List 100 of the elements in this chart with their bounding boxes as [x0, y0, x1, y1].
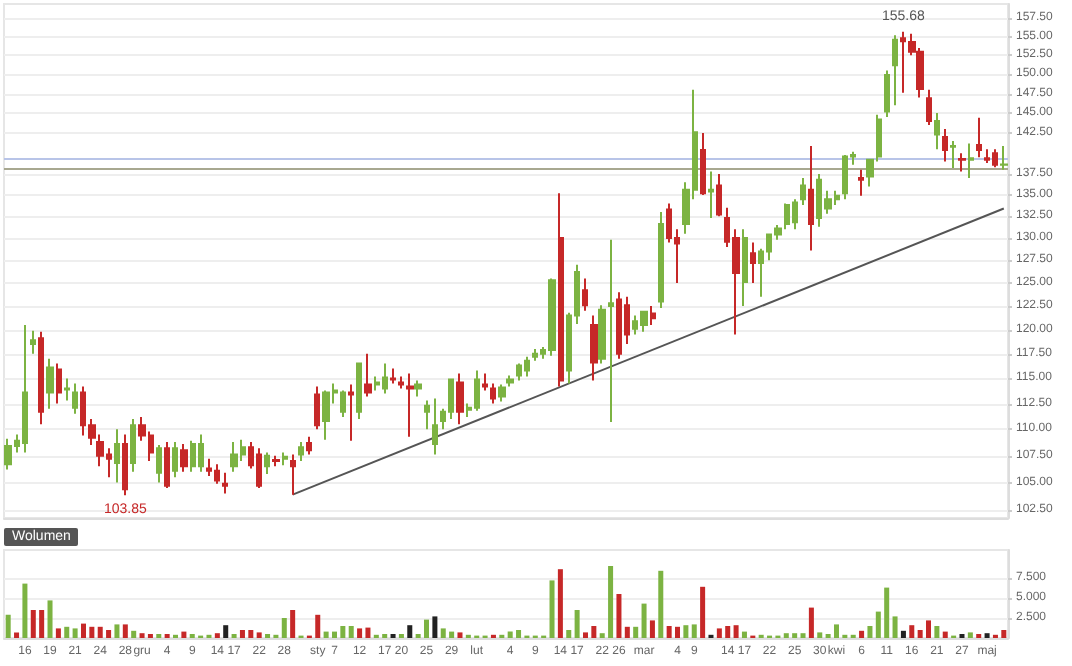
candlestick: [206, 457, 212, 478]
candlestick: [456, 372, 464, 426]
candlestick: [582, 277, 588, 312]
candlestick: [640, 309, 648, 333]
candlestick: [716, 172, 722, 218]
candlestick: [298, 440, 304, 462]
bar: [900, 630, 906, 638]
bar: [909, 625, 915, 638]
candlestick: [72, 382, 78, 415]
bar: [683, 625, 689, 638]
candlestick: [306, 435, 312, 456]
candlestick: [976, 116, 982, 159]
candlestick: [282, 451, 288, 467]
candlestick: [130, 417, 136, 473]
candlestick: [490, 382, 496, 405]
bar: [106, 630, 112, 638]
candlestick: [590, 314, 598, 382]
bar: [131, 630, 137, 638]
bar: [1001, 630, 1007, 638]
candlestick: [314, 385, 320, 431]
candlestick: [992, 148, 998, 169]
candlestick: [256, 447, 262, 490]
candlestick: [650, 305, 656, 326]
bar: [641, 603, 647, 638]
bar: [633, 626, 639, 638]
candlestick: [926, 88, 932, 126]
bar: [859, 630, 865, 638]
bar: [691, 624, 697, 638]
bar: [89, 626, 95, 638]
candlestick: [38, 330, 44, 426]
bar: [616, 594, 622, 638]
candlestick: [892, 34, 898, 107]
bar: [22, 583, 28, 638]
bar: [582, 632, 588, 638]
candlestick: [958, 152, 966, 173]
bar: [97, 626, 103, 638]
candlestick: [414, 379, 422, 398]
bar: [72, 628, 78, 638]
bar: [574, 610, 580, 638]
candlestick: [382, 362, 388, 395]
bar: [365, 627, 371, 638]
candlestick: [272, 454, 280, 468]
bar: [331, 631, 337, 638]
bar: [256, 632, 262, 638]
candlestick: [1000, 144, 1008, 171]
bar: [608, 566, 614, 638]
candlestick: [658, 210, 664, 309]
bar: [114, 624, 120, 638]
bar: [557, 569, 563, 638]
bar: [348, 626, 354, 638]
candlestick: [750, 241, 756, 284]
bar: [457, 632, 463, 638]
candlestick: [808, 144, 814, 252]
candlestick: [482, 372, 488, 392]
bar: [424, 619, 430, 638]
candlestick: [942, 128, 948, 163]
bar: [122, 624, 128, 638]
bar: [449, 631, 455, 638]
candlestick: [984, 148, 990, 165]
candlestick: [424, 399, 430, 431]
candlestick: [4, 437, 12, 471]
candlestick: [22, 323, 28, 454]
bar: [666, 626, 672, 638]
candlestick: [532, 347, 538, 362]
bar: [239, 630, 245, 638]
candlestick: [348, 383, 354, 442]
bar: [432, 616, 438, 638]
bar: [80, 623, 86, 638]
bar: [357, 628, 363, 638]
candlestick: [498, 383, 506, 403]
bar: [892, 616, 898, 638]
bar: [942, 631, 948, 638]
candlestick: [122, 433, 128, 497]
candlestick: [390, 367, 396, 385]
candlestick: [700, 132, 706, 196]
bar: [591, 626, 597, 638]
candlestick: [558, 192, 564, 388]
bar: [926, 620, 932, 638]
candlestick: [474, 369, 480, 412]
bar: [817, 632, 823, 638]
bar: [30, 610, 36, 638]
bar: [549, 580, 555, 638]
candlestick: [934, 112, 940, 151]
bar: [884, 587, 890, 638]
bar: [507, 631, 513, 638]
candlestick: [406, 372, 414, 438]
candlestick: [842, 153, 848, 201]
bar: [55, 628, 61, 638]
candlestick: [214, 463, 220, 485]
bar: [340, 626, 346, 638]
candlestick: [506, 374, 514, 388]
bar: [741, 631, 747, 638]
candlestick: [398, 375, 404, 390]
candlestick: [516, 362, 522, 382]
bar: [5, 614, 11, 638]
candlestick: [524, 355, 530, 378]
bar: [934, 626, 940, 638]
candlestick: [164, 440, 170, 490]
candlestick: [180, 442, 188, 473]
candlestick: [364, 352, 372, 398]
